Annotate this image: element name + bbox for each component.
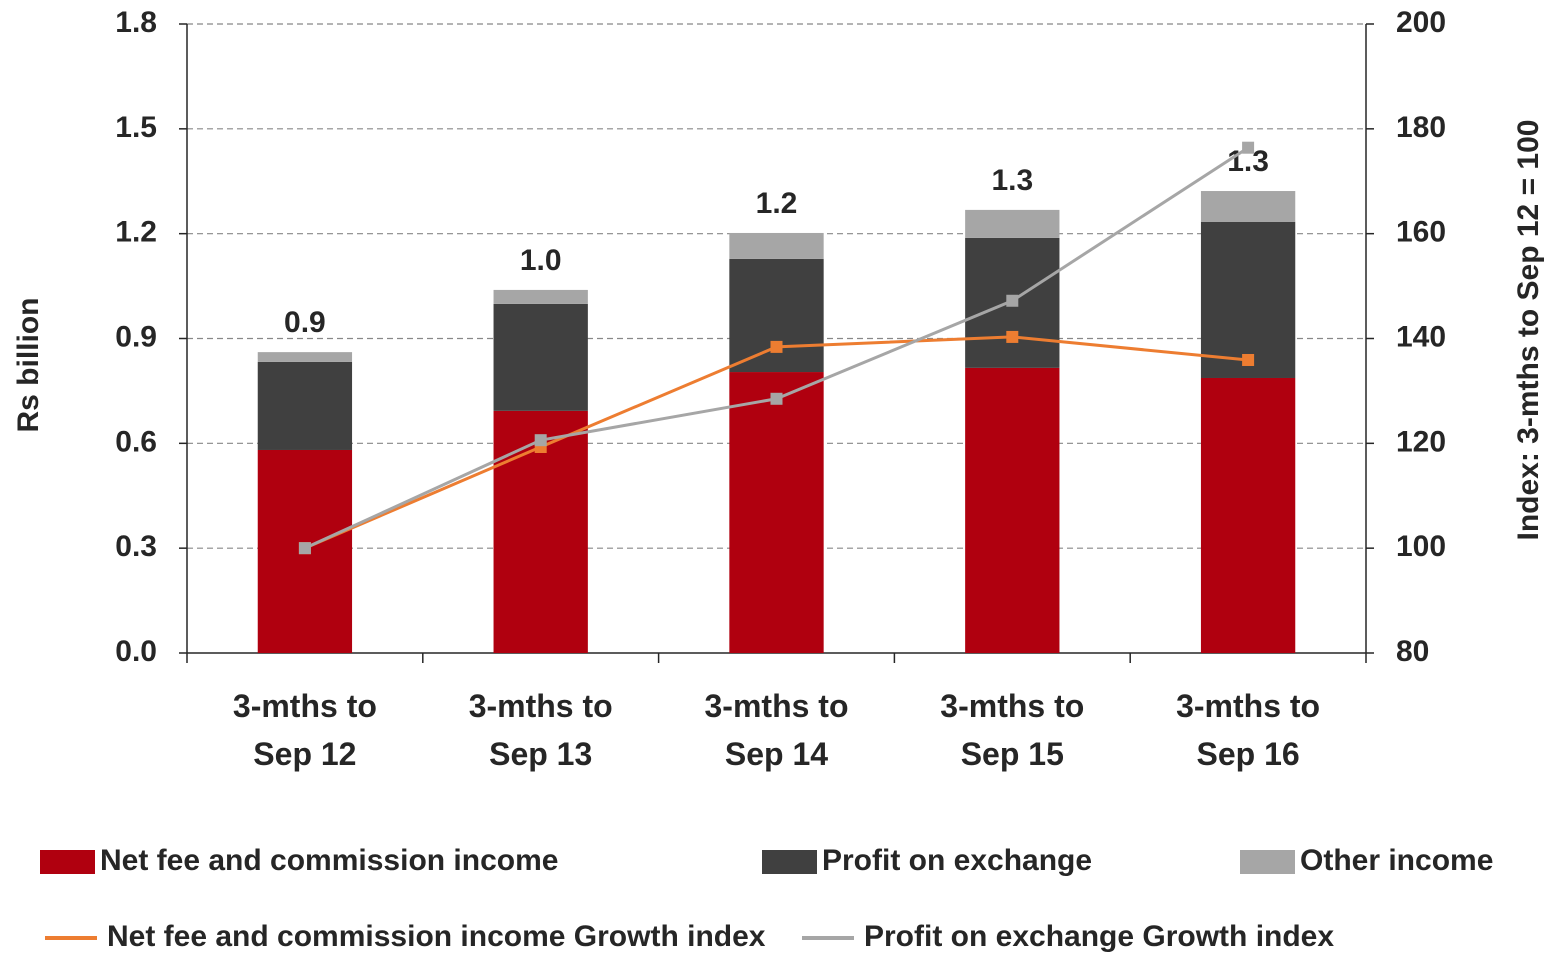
y2-tick-label: 140 bbox=[1396, 320, 1446, 353]
bar-segment bbox=[257, 352, 353, 362]
y-tick-label: 0.0 bbox=[115, 635, 157, 668]
y-tick-label: 1.2 bbox=[115, 216, 157, 249]
total-label: 1.2 bbox=[756, 187, 798, 220]
bar-segment bbox=[1200, 221, 1296, 378]
bar-segment bbox=[729, 372, 824, 653]
bar-segment bbox=[965, 209, 1060, 238]
y2-tick-label: 80 bbox=[1396, 635, 1429, 668]
bar-segment bbox=[257, 361, 353, 450]
bar-segment bbox=[493, 289, 588, 304]
legend-label: Profit on exchange Growth index bbox=[864, 920, 1334, 953]
y2-tick-label: 100 bbox=[1396, 530, 1446, 563]
bar-segment bbox=[1200, 377, 1296, 653]
legend-label: Profit on exchange bbox=[822, 844, 1092, 877]
legend-label: Other income bbox=[1300, 844, 1493, 877]
total-label: 1.0 bbox=[520, 244, 562, 277]
y-tick-label: 1.5 bbox=[115, 111, 157, 144]
y-tick-label: 0.9 bbox=[115, 320, 157, 353]
y-tick-label: 0.3 bbox=[115, 530, 157, 563]
y2-tick-label: 180 bbox=[1396, 111, 1446, 144]
legend-swatch bbox=[1240, 850, 1295, 874]
line-marker bbox=[1006, 330, 1019, 343]
x-tick-label: 3-mths to Sep 12 bbox=[232, 688, 377, 772]
x-tick-label: 3-mths to Sep 13 bbox=[468, 688, 613, 772]
bar-segment bbox=[729, 232, 824, 259]
legend-label: Net fee and commission income Growth ind… bbox=[107, 920, 766, 953]
bar-segment bbox=[729, 258, 824, 373]
line-marker bbox=[1242, 353, 1255, 366]
y-tick-label: 0.6 bbox=[115, 425, 157, 458]
legend-swatch bbox=[40, 850, 95, 874]
line-marker bbox=[1242, 141, 1255, 154]
line-marker bbox=[534, 434, 547, 447]
x-tick-label: 3-mths to Sep 16 bbox=[1176, 688, 1321, 772]
y2-axis-title: Index: 3-mths to Sep 12 = 100 bbox=[1512, 120, 1545, 541]
line-marker bbox=[1006, 294, 1019, 307]
y-tick-label: 1.8 bbox=[115, 6, 157, 39]
y2-tick-label: 120 bbox=[1396, 425, 1446, 458]
legend-label: Net fee and commission income bbox=[100, 844, 558, 877]
total-label: 0.9 bbox=[284, 306, 326, 339]
bar-segment bbox=[1200, 191, 1296, 222]
line-marker bbox=[298, 542, 311, 555]
x-tick-label: 3-mths to Sep 15 bbox=[940, 688, 1085, 772]
x-tick-label: 3-mths to Sep 14 bbox=[704, 688, 849, 772]
y2-tick-label: 200 bbox=[1396, 6, 1446, 39]
legend-swatch bbox=[762, 850, 817, 874]
bar-segment bbox=[965, 367, 1060, 653]
line-marker bbox=[770, 392, 783, 405]
y2-tick-label: 160 bbox=[1396, 216, 1446, 249]
total-label: 1.3 bbox=[991, 164, 1033, 197]
line-marker bbox=[770, 340, 783, 353]
bar-segment bbox=[493, 303, 588, 411]
y-axis-title: Rs billion bbox=[12, 298, 45, 433]
